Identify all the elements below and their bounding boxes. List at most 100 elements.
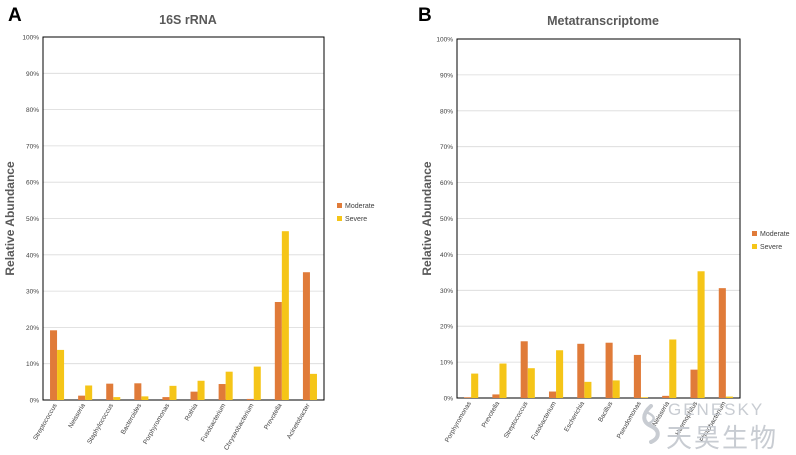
bar-severe <box>169 385 177 400</box>
y-tick-label: 70% <box>26 143 39 150</box>
bar-severe <box>85 385 93 400</box>
y-tick-label: 90% <box>440 72 453 79</box>
bar-severe <box>640 397 649 398</box>
legend-swatch-severe <box>752 244 757 249</box>
y-tick-label: 30% <box>26 289 39 296</box>
x-tick-label: Acinetobacter <box>286 402 312 441</box>
x-tick-label: Haemophilus <box>674 400 699 437</box>
bar-moderate <box>690 369 698 398</box>
bar-moderate <box>492 394 500 398</box>
bar-moderate <box>718 288 726 398</box>
y-tick-label: 0% <box>444 396 454 403</box>
bar-severe <box>612 380 620 398</box>
panel-a-chart: A 16S rRNA Relative Abundance 0% 10% 20% 30% 40… <box>3 5 375 452</box>
legend-label: Moderate <box>345 203 375 210</box>
bar-moderate <box>577 343 585 398</box>
y-tick-label: 50% <box>440 216 453 223</box>
bar-moderate <box>464 397 472 398</box>
chart-title: 16S rRNA <box>159 13 217 27</box>
bar-severe <box>527 368 535 398</box>
y-tick-label: 50% <box>26 216 39 223</box>
x-tick-label: Prevotella <box>481 400 502 429</box>
plot-frame <box>42 36 325 401</box>
x-tick-label: Escherichia <box>563 400 586 433</box>
bar-severe <box>499 363 507 398</box>
x-tick-label: Neisseria <box>651 400 671 427</box>
x-tick-label: Fusobacterium <box>530 401 558 442</box>
x-tick-label: Photobacterium <box>699 401 728 444</box>
y-tick-label: 30% <box>440 288 453 295</box>
bar-moderate <box>78 395 86 400</box>
bar-severe <box>57 349 65 400</box>
legend-label: Severe <box>345 216 367 223</box>
bar-severe <box>669 339 677 398</box>
y-tick-label: 90% <box>26 71 39 78</box>
bar-severe <box>556 350 564 398</box>
chart-title: Metatranscriptome <box>547 14 659 28</box>
bar-moderate <box>520 341 528 398</box>
bar-severe <box>225 371 233 400</box>
y-tick-label: 0% <box>30 398 40 405</box>
bar-moderate <box>246 398 254 400</box>
bar-severe <box>309 373 317 400</box>
bar-moderate <box>633 354 641 398</box>
y-tick-label: 80% <box>26 107 39 114</box>
y-tick-label: 60% <box>26 180 39 187</box>
y-tick-label: 10% <box>440 360 453 367</box>
x-tick-label: Pseudomonas <box>616 400 643 440</box>
plot-frame <box>456 38 741 399</box>
x-tick-label: Fusobacterium <box>200 403 228 444</box>
bar-severe <box>281 231 289 400</box>
x-tick-label: Neisseria <box>67 402 87 429</box>
bar-severe <box>584 381 592 398</box>
panel-label: A <box>8 5 22 26</box>
bar-moderate <box>106 383 114 400</box>
legend-label: Severe <box>760 244 782 251</box>
bar-moderate <box>605 342 613 398</box>
bar-moderate <box>162 397 170 400</box>
legend-swatch-moderate <box>752 231 757 236</box>
y-tick-label: 100% <box>22 35 39 42</box>
x-tick-label: Chryseobacterium <box>223 403 255 452</box>
x-tick-label: Prevotella <box>263 402 284 431</box>
y-tick-label: 40% <box>26 252 39 259</box>
bar-moderate <box>548 391 557 398</box>
bar-moderate <box>190 391 198 400</box>
x-tick-label: Rothia <box>184 402 200 422</box>
y-axis-label: Relative Abundance <box>420 161 434 276</box>
bar-moderate <box>662 395 670 398</box>
y-tick-label: 20% <box>440 324 453 331</box>
y-tick-label: 80% <box>440 108 453 115</box>
bar-moderate <box>134 383 142 400</box>
bar-severe <box>253 366 261 400</box>
bar-severe <box>141 396 149 400</box>
panel-label: B <box>418 5 432 26</box>
y-tick-label: 40% <box>440 252 453 259</box>
y-tick-label: 70% <box>440 144 453 151</box>
bar-moderate <box>218 384 226 400</box>
x-tick-label: Streptococcus <box>503 400 530 440</box>
bar-severe <box>471 373 479 398</box>
x-tick-label: Streptococcus <box>32 402 59 442</box>
bar-severe <box>697 271 705 398</box>
bar-moderate <box>274 301 282 400</box>
bar-severe <box>197 380 205 400</box>
y-tick-label: 10% <box>26 361 39 368</box>
legend-label: Moderate <box>760 231 790 238</box>
panel-b-chart: B Metatranscriptome Relative Abundance 0% 10… <box>418 5 790 444</box>
y-axis-label: Relative Abundance <box>3 161 17 276</box>
y-tick-label: 20% <box>26 325 39 332</box>
y-tick-label: 100% <box>436 37 453 44</box>
y-tick-label: 60% <box>440 180 453 187</box>
legend-swatch-severe <box>337 216 342 221</box>
x-tick-label: Staphylococcus <box>86 402 115 446</box>
legend-swatch-moderate <box>337 203 342 208</box>
bar-moderate <box>50 330 58 400</box>
bar-moderate <box>302 272 310 400</box>
x-tick-label: Bacillus <box>597 400 615 424</box>
x-tick-label: Porphyromonas <box>444 400 473 444</box>
x-tick-label: Bacteroides <box>120 402 144 436</box>
bar-severe <box>725 396 733 398</box>
x-tick-label: Porphyromonas <box>142 402 171 446</box>
